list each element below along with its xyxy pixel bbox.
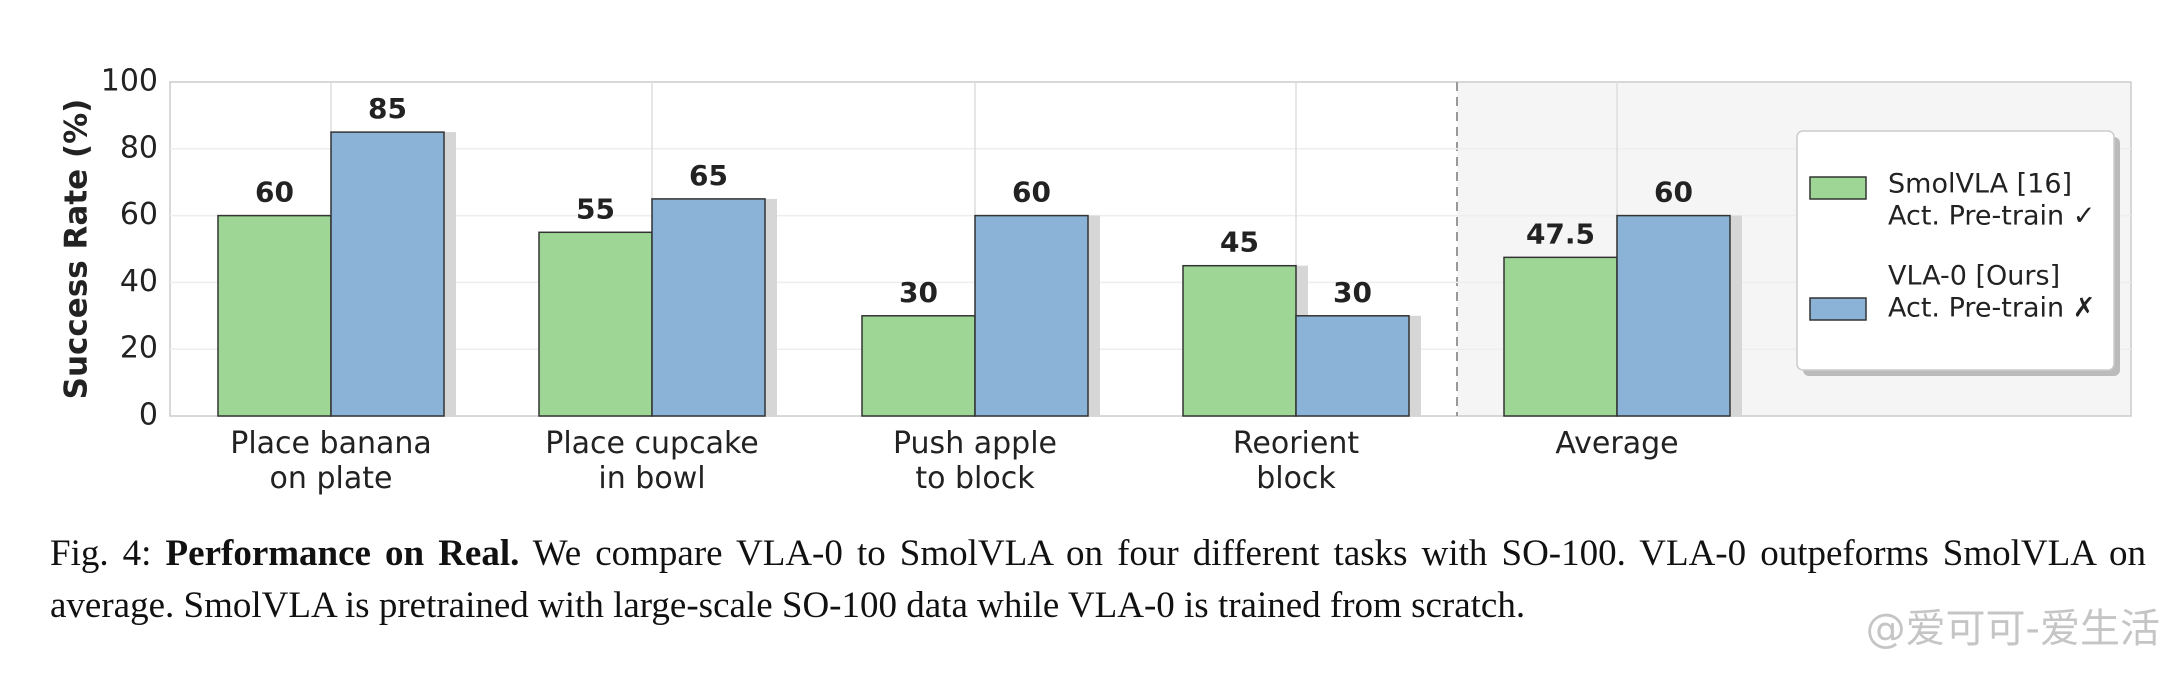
bar xyxy=(330,131,445,417)
x-tick-label: Push apple to block xyxy=(892,426,1058,496)
x-tick-label: Reorient block xyxy=(1232,426,1360,496)
value-label: 85 xyxy=(368,92,407,125)
y-tick-label: 40 xyxy=(120,264,158,299)
legend-label: VLA-0 [Ours] xyxy=(1888,261,2060,292)
bar xyxy=(974,214,1089,417)
plot-frame xyxy=(169,81,2132,417)
bar xyxy=(1182,264,1297,417)
value-label: 55 xyxy=(576,192,615,225)
legend-sublabel: Act. Pre-train ✓ xyxy=(1888,201,2095,232)
value-label: 65 xyxy=(689,159,728,192)
bar xyxy=(217,214,332,417)
x-tick-label: Place cupcake in bowl xyxy=(545,426,759,496)
value-label: 60 xyxy=(1012,176,1051,209)
caption-text: We compare VLA-0 to SmolVLA on four diff… xyxy=(50,533,2146,626)
caption: Fig. 4: Performance on Real. We compare … xyxy=(50,528,2146,632)
value-label: 30 xyxy=(1333,276,1372,309)
bar xyxy=(1503,256,1618,417)
value-label: 60 xyxy=(255,176,294,209)
x-tick-label: Average xyxy=(1555,426,1679,461)
y-tick-label: 60 xyxy=(120,197,158,232)
legend-swatch xyxy=(1809,297,1867,321)
bar xyxy=(1295,315,1410,417)
caption-label: Fig. 4: xyxy=(50,533,166,574)
y-axis-label: Success Rate (%) xyxy=(59,99,95,400)
y-tick-label: 20 xyxy=(120,331,158,366)
value-label: 60 xyxy=(1654,176,1693,209)
y-tick-label: 0 xyxy=(139,398,158,433)
bar xyxy=(861,315,976,417)
caption-bold: Performance on Real. xyxy=(165,533,520,574)
value-label: 30 xyxy=(899,276,938,309)
value-label: 45 xyxy=(1220,226,1259,259)
bar xyxy=(538,231,653,417)
chart: Success Rate (%) 0 20 40 60 80 100 60 55 30 45 47.… xyxy=(59,64,2132,433)
bar xyxy=(1616,214,1731,417)
y-tick-label: 80 xyxy=(120,130,158,165)
legend-label: SmolVLA [16] xyxy=(1888,169,2072,200)
legend-swatch xyxy=(1809,176,1867,200)
legend-sublabel: Act. Pre-train ✗ xyxy=(1888,293,2095,324)
bar xyxy=(651,198,766,417)
legend-box xyxy=(1796,130,2115,371)
value-label: 47.5 xyxy=(1526,217,1595,250)
y-tick-label: 100 xyxy=(101,64,158,99)
x-tick-label: Place banana on plate xyxy=(230,426,432,496)
watermark: @爱可可-爱生活 xyxy=(1865,606,2160,652)
